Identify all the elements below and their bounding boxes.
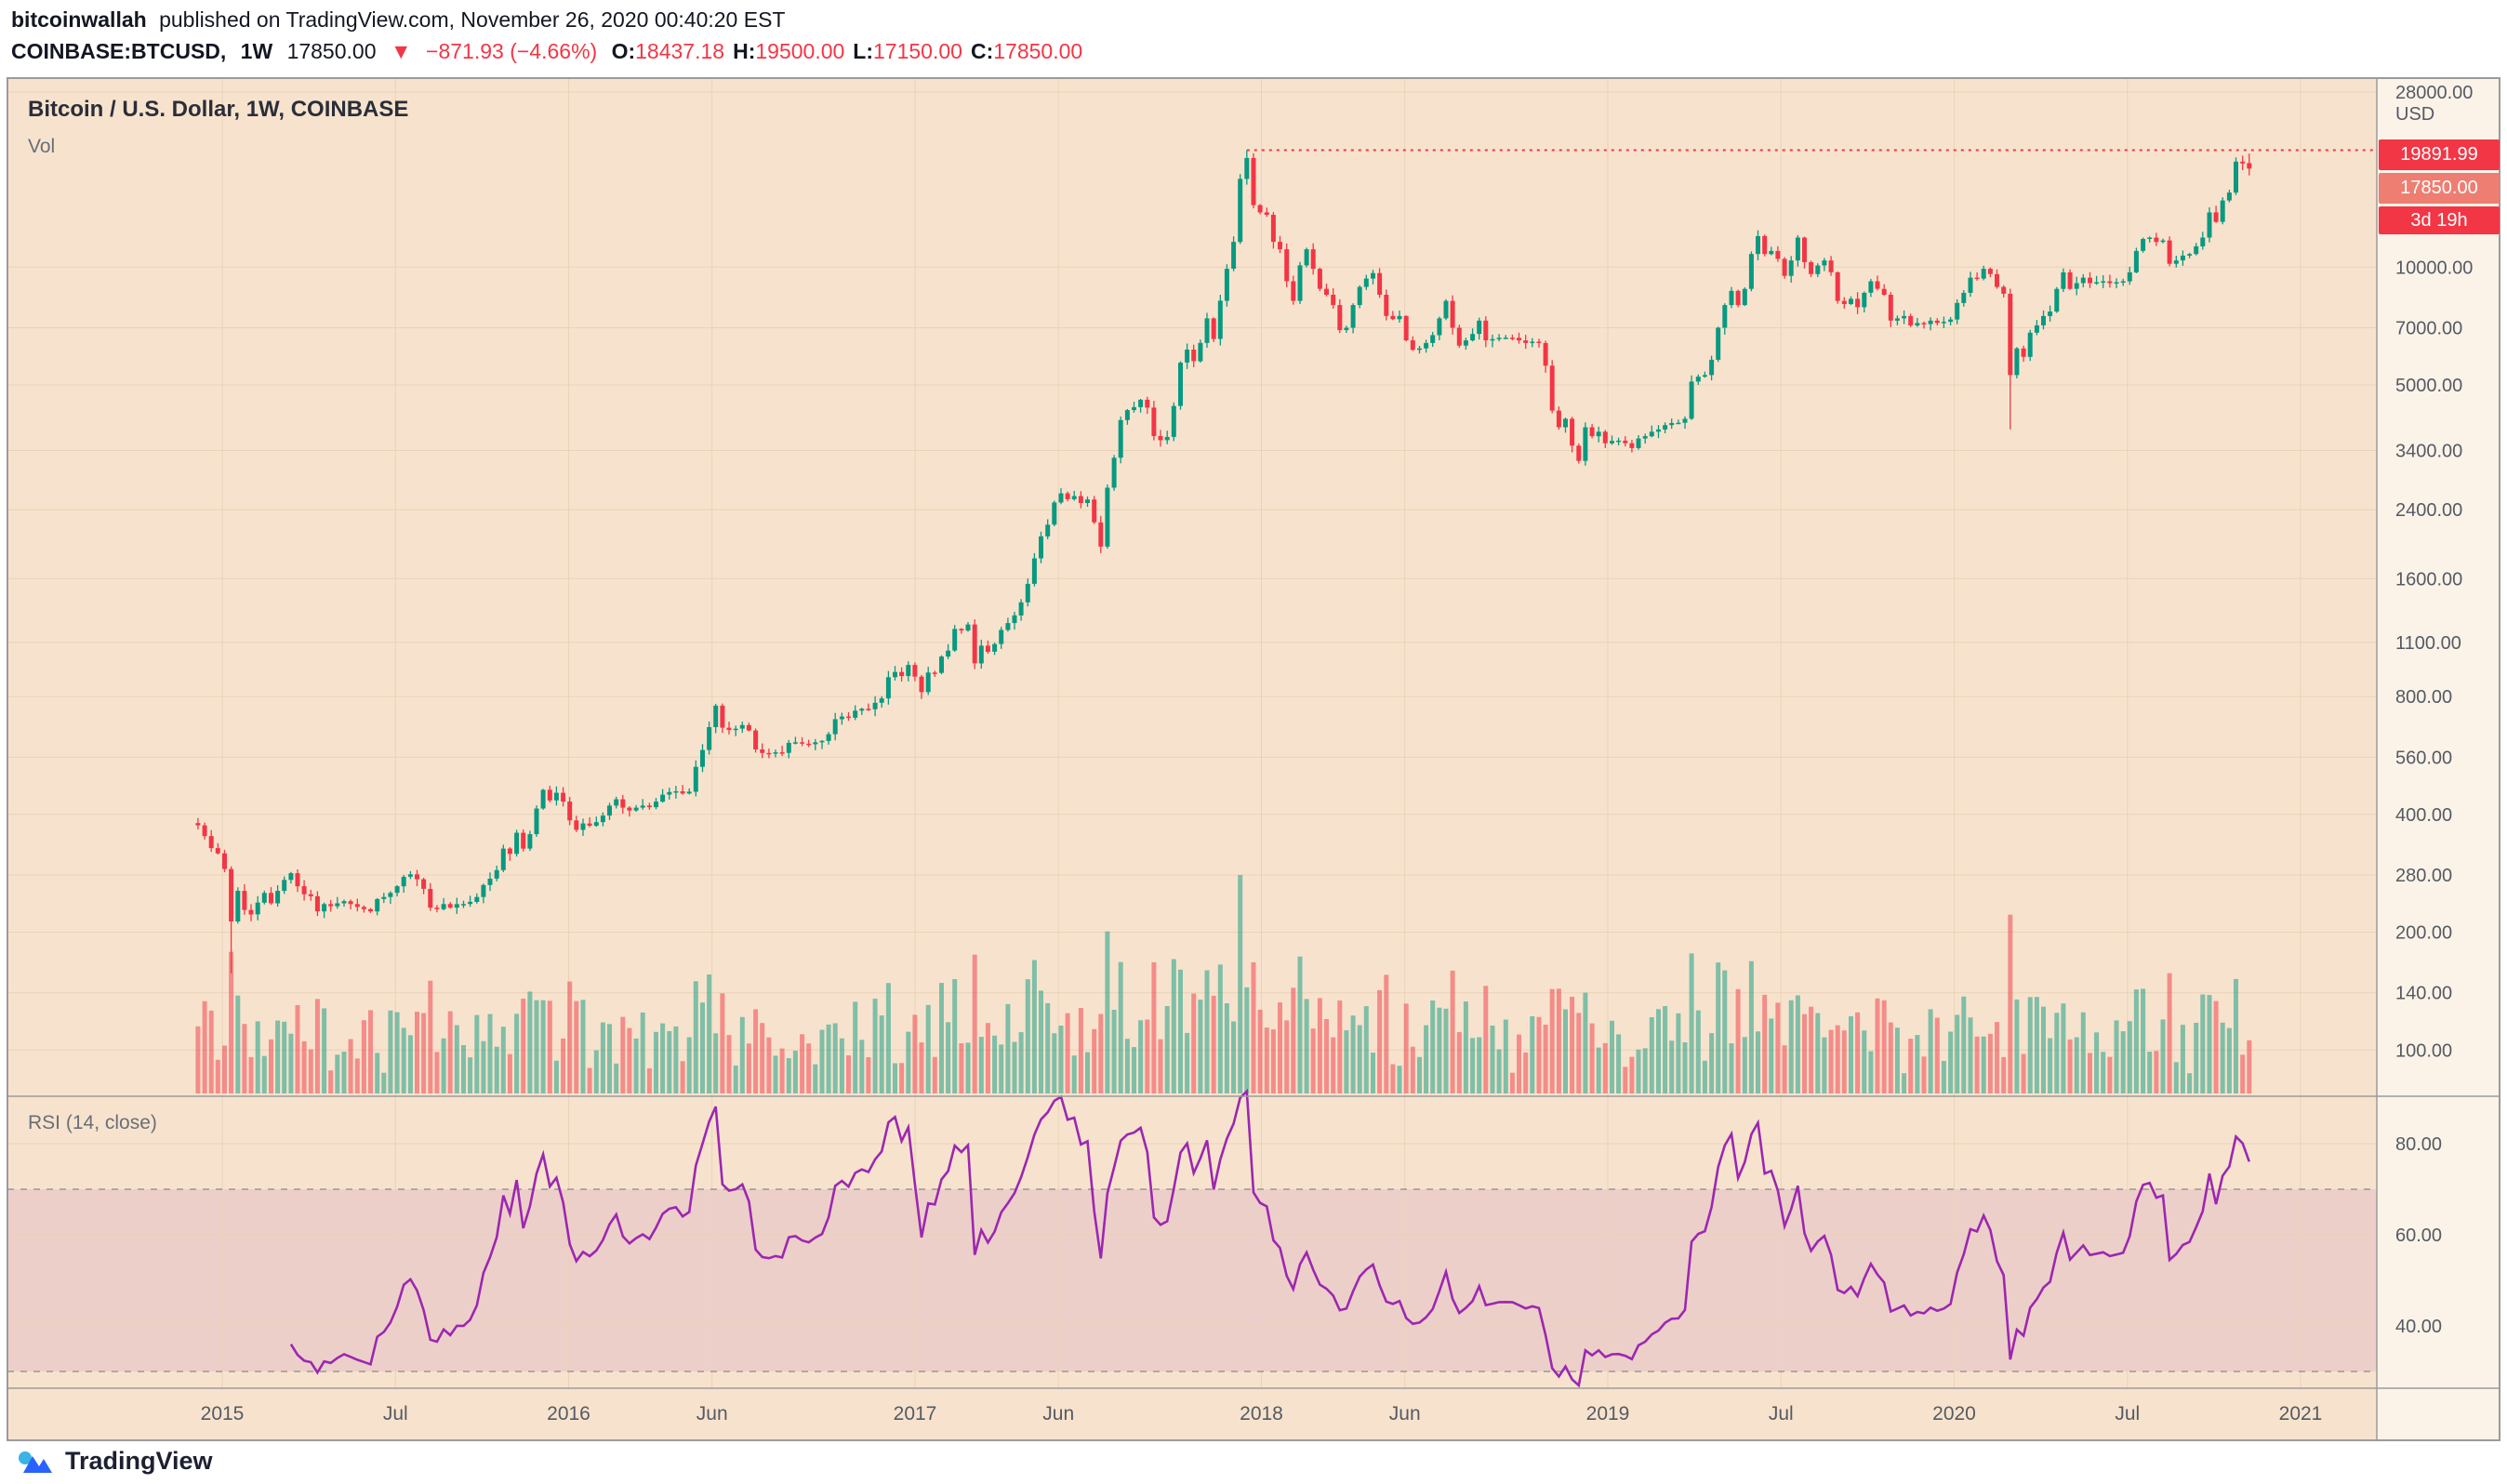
time-tick-label: 2016 xyxy=(547,1403,590,1424)
volume-indicator-label: Vol xyxy=(28,136,56,157)
ohlc-label: C: xyxy=(970,39,994,63)
last-price-label: 17850.00 xyxy=(2379,173,2500,204)
price-tick-label: 800.00 xyxy=(2395,687,2452,708)
ticker-last-price: 17850.00 xyxy=(286,39,377,63)
ohlc-value: 17850.00 xyxy=(993,39,1083,63)
price-tick-label: 1100.00 xyxy=(2395,633,2461,654)
time-tick-label: Jun xyxy=(1042,1403,1074,1424)
ath-price-label: 19891.99 xyxy=(2379,139,2500,170)
price-tick-label: 280.00 xyxy=(2395,866,2452,886)
price-tick-label: 10000.00 xyxy=(2395,258,2473,278)
bar-countdown-label: 3d 19h xyxy=(2379,206,2500,234)
ohlc-value: 19500.00 xyxy=(755,39,845,63)
down-triangle-icon: ▼ xyxy=(390,39,412,63)
time-tick-label: 2017 xyxy=(894,1403,937,1424)
time-tick-label: Jul xyxy=(2115,1403,2140,1424)
tradingview-footer[interactable]: TradingView xyxy=(17,1447,213,1476)
price-tick-label: 560.00 xyxy=(2395,748,2452,768)
price-tick-label: 2400.00 xyxy=(2395,500,2462,521)
chart-title: Bitcoin / U.S. Dollar, 1W, COINBASE xyxy=(28,97,409,122)
rsi-tick-label: 40.00 xyxy=(2395,1317,2442,1337)
time-tick-label: 2019 xyxy=(1586,1403,1630,1424)
time-tick-label: 2018 xyxy=(1240,1403,1283,1424)
time-tick-label: 2015 xyxy=(201,1403,245,1424)
time-tick-label: Jun xyxy=(1389,1403,1421,1424)
ohlc-label: H: xyxy=(733,39,756,63)
price-tick-label: 200.00 xyxy=(2395,923,2452,944)
time-tick-label: 2021 xyxy=(2279,1403,2323,1424)
rsi-tick-label: 80.00 xyxy=(2395,1134,2442,1155)
currency-unit-label: USD xyxy=(2395,104,2435,125)
tradingview-logo-icon xyxy=(19,1451,52,1473)
price-tick-label: 400.00 xyxy=(2395,805,2452,826)
ticker-interval: 1W xyxy=(240,39,273,63)
price-tick-label: 1600.00 xyxy=(2395,569,2462,590)
ohlc-label: O: xyxy=(611,39,636,63)
ticker-symbol: COINBASE:BTCUSD, xyxy=(11,39,227,63)
publish-line: bitcoinwallah published on TradingView.c… xyxy=(11,7,785,33)
publish-text: published on TradingView.com, November 2… xyxy=(159,7,786,32)
tradingview-wordmark: TradingView xyxy=(65,1447,213,1475)
ohlc-value: 17150.00 xyxy=(873,39,962,63)
ohlc-label: L: xyxy=(853,39,874,63)
price-tick-label: 140.00 xyxy=(2395,984,2452,1004)
ticker-ohlc-group: O:18437.18 H:19500.00 L:17150.00 C:17850.00 xyxy=(612,39,1092,63)
price-tick-label: 7000.00 xyxy=(2395,319,2462,339)
price-tick-label: 28000.00 xyxy=(2395,83,2473,103)
rsi-tick-label: 60.00 xyxy=(2395,1226,2442,1246)
time-tick-label: Jul xyxy=(383,1403,408,1424)
time-tick-label: Jun xyxy=(696,1403,728,1424)
ticker-line: COINBASE:BTCUSD, 1W 17850.00 ▼ −871.93 (… xyxy=(11,39,1099,64)
rsi-indicator-label: RSI (14, close) xyxy=(28,1112,157,1133)
ohlc-value: 18437.18 xyxy=(635,39,725,63)
price-tick-label: 3400.00 xyxy=(2395,442,2462,462)
time-tick-label: 2020 xyxy=(1932,1403,1976,1424)
author-name: bitcoinwallah xyxy=(11,7,147,32)
time-tick-label: Jul xyxy=(1769,1403,1794,1424)
price-tick-label: 5000.00 xyxy=(2395,376,2462,396)
ticker-change: −871.93 (−4.66%) xyxy=(426,39,598,63)
price-tick-label: 100.00 xyxy=(2395,1040,2452,1061)
